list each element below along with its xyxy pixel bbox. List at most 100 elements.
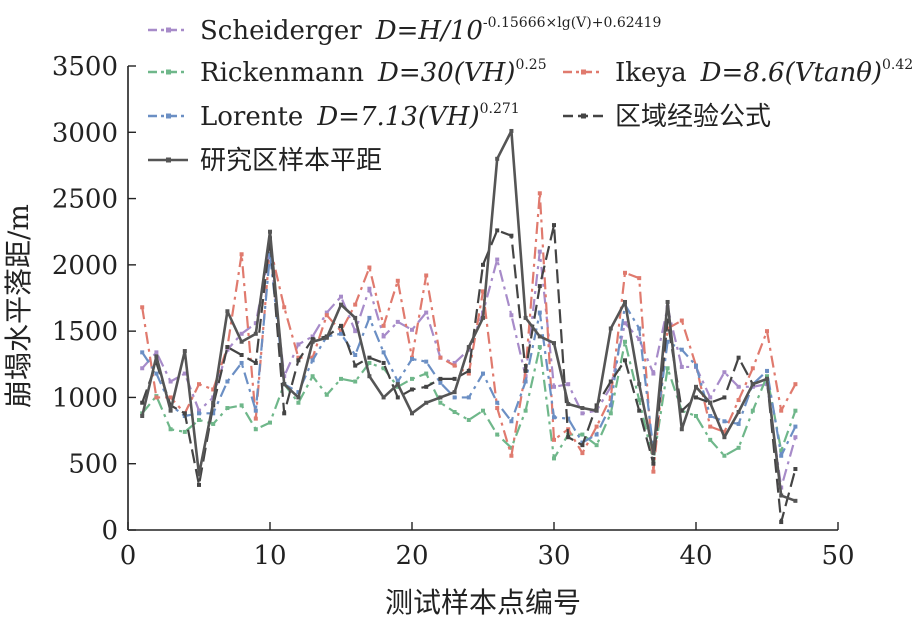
series-point-0 bbox=[424, 310, 429, 315]
series-point-5 bbox=[623, 299, 627, 304]
series-point-4 bbox=[310, 337, 315, 342]
series-point-0 bbox=[608, 384, 613, 389]
series-line-1 bbox=[141, 340, 797, 463]
legend-formula-exponent: 0.25 bbox=[515, 57, 546, 73]
series-point-1 bbox=[793, 408, 798, 413]
series-point-1 bbox=[637, 398, 642, 403]
series-point-3 bbox=[679, 347, 684, 352]
series-point-4 bbox=[395, 395, 400, 400]
series-point-3 bbox=[225, 379, 230, 384]
series-point-5 bbox=[537, 334, 542, 339]
series-point-4 bbox=[509, 233, 514, 238]
series-point-5 bbox=[197, 472, 201, 477]
series-point-4 bbox=[253, 360, 258, 365]
series-point-0 bbox=[253, 321, 258, 326]
y-axis-title: 崩塌水平落距/m bbox=[2, 204, 35, 408]
series-point-1 bbox=[779, 448, 784, 453]
series-point-4 bbox=[154, 360, 159, 365]
series-point-1 bbox=[211, 421, 216, 426]
series-point-5 bbox=[324, 335, 329, 340]
series-point-5 bbox=[395, 382, 400, 387]
series-point-5 bbox=[509, 128, 514, 133]
series-point-2 bbox=[367, 265, 372, 270]
series-point-1 bbox=[410, 376, 414, 381]
series-point-2 bbox=[509, 453, 514, 458]
series-point-2 bbox=[750, 366, 755, 371]
series-line-5 bbox=[140, 129, 796, 503]
series-point-3 bbox=[594, 432, 599, 437]
series-point-1 bbox=[481, 408, 485, 413]
x-axis-title: 测试样本点编号 bbox=[385, 586, 581, 619]
series-point-3 bbox=[197, 411, 201, 416]
series-layer bbox=[140, 128, 798, 525]
series-point-2 bbox=[608, 395, 613, 400]
series-point-5 bbox=[367, 374, 372, 379]
series-point-0 bbox=[225, 347, 230, 352]
series-point-4 bbox=[381, 360, 386, 365]
series-point-3 bbox=[495, 400, 500, 405]
y-tick-label: 500 bbox=[68, 450, 118, 480]
series-point-3 bbox=[452, 395, 457, 400]
series-point-2 bbox=[679, 318, 684, 323]
legend-marker-3 bbox=[166, 113, 171, 119]
legend-marker-1 bbox=[166, 69, 171, 75]
series-point-2 bbox=[580, 451, 585, 456]
series-point-4 bbox=[651, 461, 656, 466]
legend-series-name: 研究区样本平距 bbox=[200, 146, 382, 176]
series-point-1 bbox=[623, 339, 627, 344]
series-point-2 bbox=[381, 323, 386, 328]
series-point-4 bbox=[481, 262, 485, 267]
legend-formula: D=8.6(Vtanθ) bbox=[700, 58, 882, 88]
series-point-4 bbox=[637, 408, 642, 413]
series-point-0 bbox=[324, 310, 329, 315]
series-point-0 bbox=[395, 319, 400, 324]
series-point-4 bbox=[438, 376, 443, 381]
series-point-3 bbox=[481, 371, 485, 376]
series-point-1 bbox=[537, 345, 542, 350]
legend-formula-exponent: -0.15666×lg(V)+0.62419 bbox=[483, 15, 661, 31]
series-point-4 bbox=[424, 384, 429, 389]
series-point-5 bbox=[452, 390, 457, 395]
y-tick-label: 1500 bbox=[52, 317, 118, 347]
series-point-5 bbox=[168, 408, 173, 413]
series-point-5 bbox=[694, 384, 698, 389]
series-point-1 bbox=[296, 400, 301, 405]
series-point-5 bbox=[182, 349, 187, 354]
series-point-2 bbox=[779, 408, 784, 413]
series-point-3 bbox=[509, 419, 514, 424]
series-point-4 bbox=[793, 467, 798, 472]
series-point-0 bbox=[679, 364, 684, 369]
series-point-4 bbox=[296, 358, 301, 363]
series-point-2 bbox=[481, 289, 485, 294]
series-point-2 bbox=[736, 398, 741, 403]
series-point-5 bbox=[140, 413, 145, 418]
series-point-5 bbox=[779, 493, 784, 498]
series-point-5 bbox=[566, 402, 571, 407]
series-point-2 bbox=[339, 329, 343, 334]
series-point-4 bbox=[779, 520, 784, 525]
series-point-1 bbox=[324, 392, 329, 397]
series-point-5 bbox=[637, 382, 642, 387]
series-point-1 bbox=[694, 413, 698, 418]
series-point-3 bbox=[552, 415, 556, 420]
series-point-2 bbox=[651, 469, 656, 474]
series-point-1 bbox=[736, 445, 741, 450]
series-point-4 bbox=[722, 395, 727, 400]
series-point-4 bbox=[353, 363, 358, 368]
series-point-5 bbox=[253, 331, 258, 336]
series-point-5 bbox=[225, 309, 230, 314]
series-point-1 bbox=[765, 374, 769, 379]
series-point-2 bbox=[253, 416, 258, 421]
series-point-3 bbox=[708, 413, 713, 418]
series-point-1 bbox=[381, 366, 386, 371]
series-point-4 bbox=[566, 435, 571, 440]
series-point-5 bbox=[339, 302, 343, 307]
series-point-0 bbox=[566, 382, 571, 387]
series-point-4 bbox=[523, 368, 528, 373]
series-point-4 bbox=[225, 345, 230, 350]
series-point-2 bbox=[239, 252, 244, 257]
legend-formula: D=30(VH) bbox=[377, 58, 515, 88]
series-point-2 bbox=[438, 355, 443, 360]
series-point-5 bbox=[239, 339, 244, 344]
series-point-0 bbox=[296, 342, 301, 347]
